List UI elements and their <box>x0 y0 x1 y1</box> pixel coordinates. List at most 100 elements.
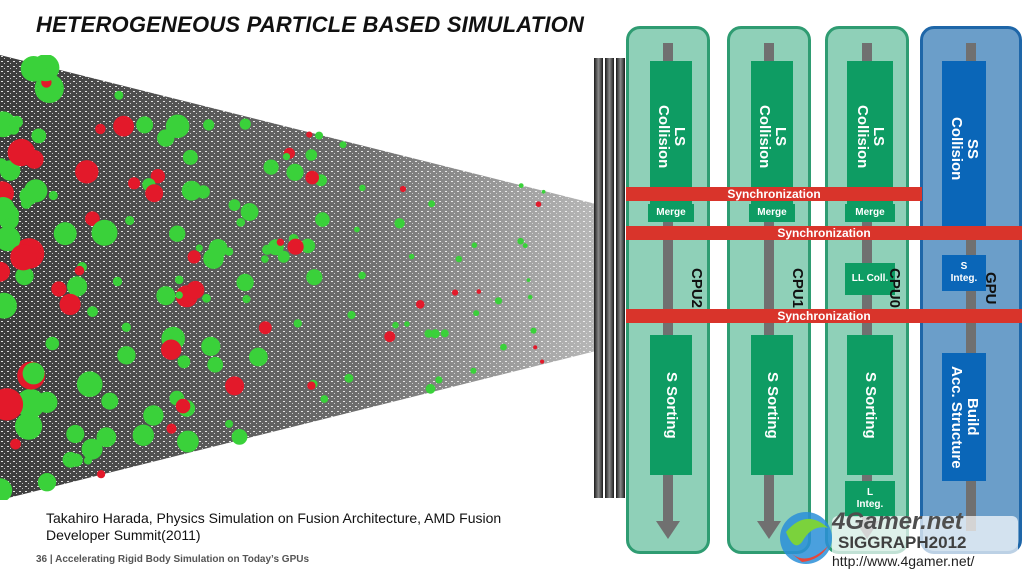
particle-sphere <box>45 336 60 351</box>
particle-sphere <box>53 222 77 246</box>
particle-sphere <box>452 289 459 296</box>
particle-sphere <box>24 179 48 203</box>
merge-block: Merge <box>749 204 795 222</box>
particle-sphere <box>62 451 79 468</box>
particle-sphere <box>320 395 329 403</box>
particle-sphere <box>187 250 201 264</box>
particle-sphere <box>305 149 318 161</box>
particle-sphere <box>182 149 198 165</box>
particle-sphere <box>384 331 396 343</box>
particle-sphere <box>10 438 21 450</box>
particle-sphere <box>81 438 103 460</box>
brand-logo-text: 4Gamer.net <box>832 508 963 535</box>
particle-sphere <box>132 424 154 446</box>
particle-sphere <box>305 170 320 185</box>
particle-sphere <box>181 180 202 201</box>
particle-sphere <box>22 362 45 385</box>
particle-sphere <box>117 346 136 365</box>
particle-sphere <box>282 153 291 161</box>
particle-sphere <box>174 275 184 285</box>
particle-sphere <box>51 281 67 297</box>
particle-sphere <box>277 250 290 263</box>
particle-sphere <box>20 56 47 82</box>
particle-sphere <box>354 226 360 233</box>
particle-sphere <box>0 261 10 282</box>
particle-sphere <box>404 321 410 327</box>
particle-sphere <box>0 292 17 319</box>
particle-sphere <box>157 129 175 147</box>
particle-sphere <box>358 271 366 280</box>
particle-sphere <box>101 392 119 410</box>
particle-sphere <box>0 160 21 181</box>
particle-sphere <box>530 327 537 334</box>
particle-sphere <box>202 293 211 303</box>
particle-sphere <box>293 319 302 328</box>
down-arrow-icon <box>757 521 781 539</box>
particle-sphere <box>203 119 215 131</box>
citation-caption: Takahiro Harada, Physics Simulation on F… <box>46 510 502 543</box>
cpu1-label: CPU1 <box>789 268 806 309</box>
particle-sphere <box>48 190 58 201</box>
particle-sphere <box>177 355 191 369</box>
particle-sphere <box>526 278 531 282</box>
particle-sphere <box>166 423 177 434</box>
particle-sphere <box>424 329 433 338</box>
time-axis <box>764 43 774 531</box>
particle-sphere <box>175 291 183 299</box>
particle-sphere <box>533 345 538 350</box>
brand-logo-icon <box>780 512 1018 564</box>
particle-sphere <box>415 300 425 309</box>
particle-sphere <box>36 391 58 413</box>
particle-sphere <box>112 276 123 287</box>
particle-sphere <box>428 200 436 208</box>
particle-sphere <box>339 141 347 149</box>
down-arrow-icon <box>656 521 680 539</box>
particle-sphere <box>425 383 436 394</box>
particle-sphere <box>7 138 36 167</box>
particle-sphere <box>0 478 13 500</box>
particle-sphere <box>0 197 15 220</box>
particle-sphere <box>541 189 546 194</box>
merge-block: Merge <box>648 204 694 222</box>
particle-sphere <box>276 238 285 246</box>
particle-sphere <box>169 225 186 242</box>
s-integ-block: S Integ. <box>942 255 986 291</box>
particle-sphere <box>125 215 135 226</box>
particle-sphere <box>8 123 20 135</box>
event-logo-text: SIGGRAPH2012 <box>838 533 967 552</box>
particle-sphere <box>150 169 166 184</box>
particle-sphere <box>242 295 251 304</box>
sync-bar: Synchronization <box>626 309 1022 323</box>
particle-simulation-image <box>0 55 600 500</box>
particle-sphere <box>315 212 330 227</box>
particle-sphere <box>315 131 324 140</box>
particle-sphere <box>540 359 545 364</box>
particle-sphere <box>392 321 399 329</box>
particle-sphere <box>207 356 224 373</box>
particle-sphere <box>435 376 443 384</box>
particle-sphere <box>344 373 354 383</box>
particle-sphere <box>59 293 81 315</box>
particle-sphere <box>87 306 98 317</box>
particle-sphere <box>15 388 46 419</box>
particle-sphere <box>471 242 478 248</box>
particle-sphere <box>66 424 85 444</box>
slide-footer: 36 | Accelerating Rigid Body Simulation … <box>36 554 310 565</box>
particle-sphere <box>307 381 316 390</box>
particle-sphere <box>95 123 106 135</box>
particle-sphere <box>517 237 524 245</box>
particle-sphere <box>128 177 141 190</box>
particle-sphere <box>225 376 245 396</box>
s-sorting-block: S Sorting <box>751 335 793 475</box>
particle-sphere <box>522 243 528 249</box>
particle-sphere <box>500 343 507 351</box>
particle-sphere <box>394 218 405 229</box>
particle-sphere <box>0 226 21 252</box>
particle-sphere <box>195 244 203 252</box>
cpu2-label: CPU2 <box>688 268 705 309</box>
particle-sphere <box>306 269 323 286</box>
particle-sphere <box>0 388 24 421</box>
particle-sphere <box>67 276 88 297</box>
particle-sphere <box>261 255 269 263</box>
particle-sphere <box>494 297 503 305</box>
